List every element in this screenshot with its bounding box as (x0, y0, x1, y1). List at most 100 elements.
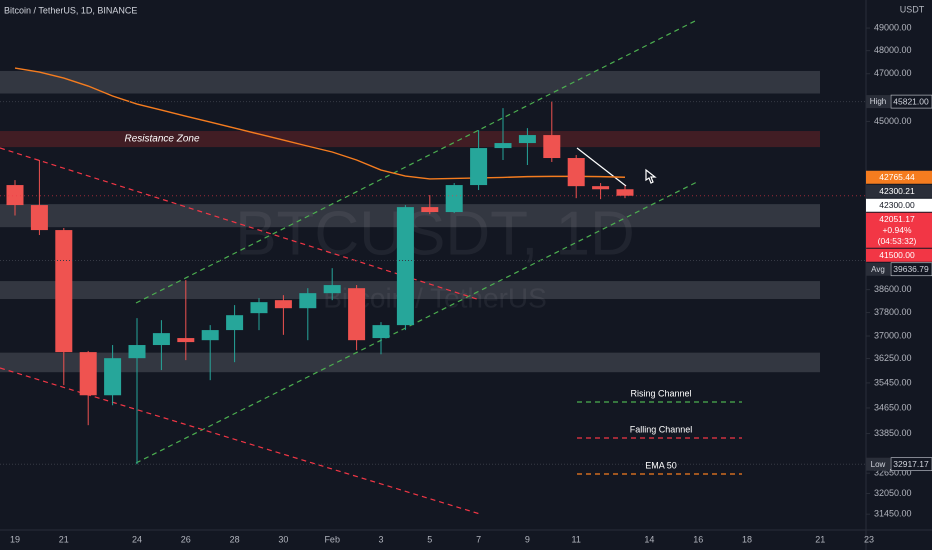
x-tick-label: 3 (378, 534, 383, 544)
x-tick-label: 7 (476, 534, 481, 544)
x-tick-label: 16 (693, 534, 703, 544)
price-badge-label: 32917.17 (893, 459, 929, 469)
price-badge-label: 42765.44 (879, 172, 915, 182)
x-tick-label: 9 (525, 534, 530, 544)
y-tick-label: 32050.00 (874, 488, 912, 498)
candle-body (494, 143, 512, 149)
candle-body (250, 302, 268, 314)
x-tick-label: 18 (742, 534, 752, 544)
y-tick-label: 32650.00 (874, 468, 912, 478)
x-tick-label: 5 (427, 534, 432, 544)
cursor-icon (645, 168, 657, 184)
y-tick-label: 48000.00 (874, 45, 912, 55)
badge-tag-label: High (870, 97, 886, 106)
candle-body (177, 338, 195, 343)
candle-body (274, 300, 292, 309)
axis-unit: USDT (900, 4, 925, 14)
candle-body (396, 207, 414, 326)
price-badge (890, 94, 932, 109)
candle-body (323, 285, 341, 294)
badge-tag-label: Avg (871, 265, 885, 274)
x-tick-label: 11 (572, 534, 581, 544)
candle-body (104, 358, 122, 396)
ema-line (14, 67, 626, 180)
x-tick-label: Feb (324, 534, 340, 544)
candle-body (445, 185, 463, 213)
rising-channel-upper (135, 19, 698, 304)
price-badge (866, 248, 932, 262)
price-badge (866, 198, 932, 212)
candle-body (201, 330, 219, 341)
candle-body (128, 345, 146, 359)
falling-channel-upper (0, 147, 481, 301)
price-badge-label: 42051.17 (879, 214, 915, 224)
y-tick-label: 38600.00 (874, 284, 912, 294)
x-tick-label: 30 (278, 534, 288, 544)
candle-body (55, 230, 73, 353)
zone (0, 70, 820, 94)
candle-body (6, 185, 24, 206)
price-badge-label: 42300.00 (879, 200, 915, 210)
candle-body (543, 135, 561, 159)
price-badge-label: 41500.00 (879, 250, 915, 260)
y-tick-label: 37000.00 (874, 330, 912, 340)
badge-tag (866, 457, 890, 471)
candle-body (372, 325, 390, 339)
rising-channel-lower (135, 181, 698, 464)
chart-title: Bitcoin / TetherUS, 1D, BINANCE (4, 5, 137, 15)
axes: 49000.0048000.0047000.0045000.0040200.00… (10, 22, 912, 544)
x-tick-label: 23 (864, 534, 874, 544)
candle-body (592, 186, 610, 190)
y-tick-label: 33850.00 (874, 428, 912, 438)
candle-body (79, 352, 97, 396)
candle-body (299, 293, 317, 309)
legend-label: EMA 50 (645, 460, 677, 470)
y-tick-label: 34650.00 (874, 402, 912, 412)
candle-body (616, 189, 634, 196)
candle-body (518, 135, 536, 144)
y-tick-label: 45000.00 (874, 116, 912, 126)
y-tick-label: 31450.00 (874, 509, 912, 519)
candle-body (226, 315, 244, 331)
candle-body (470, 148, 488, 186)
price-badge (890, 457, 932, 472)
y-tick-label: 36250.00 (874, 353, 912, 363)
trend-line (576, 147, 627, 187)
y-tick-label: 37800.00 (874, 307, 912, 317)
legend: Rising Channel Falling Channel EMA 50 (577, 388, 742, 475)
price-badge-label: 39636.79 (893, 264, 929, 274)
zone (0, 352, 820, 373)
legend-label: Falling Channel (630, 424, 693, 434)
badge-tag (866, 262, 890, 276)
candle-body (421, 207, 439, 213)
y-tick-label: 47000.00 (874, 68, 912, 78)
badge-tag (866, 95, 890, 109)
x-tick-label: 19 (10, 534, 20, 544)
zone-label: Resistance Zone (124, 134, 199, 145)
candle-body (30, 205, 48, 231)
x-tick-label: 24 (132, 534, 142, 544)
legend-label: Rising Channel (630, 388, 691, 398)
price-badge (890, 262, 932, 277)
price-labels: High 45821.00 42765.44 42300.21 42300.00 4205… (0, 94, 932, 472)
zone (0, 131, 820, 148)
x-tick-label: 21 (815, 534, 825, 544)
badge-tag-label: Low (871, 460, 886, 469)
price-badge (866, 170, 932, 184)
price-badge-label: 45821.00 (893, 96, 929, 106)
price-badge (866, 184, 932, 198)
series (0, 67, 866, 465)
x-tick-label: 21 (59, 534, 69, 544)
price-badge-label: 42300.21 (879, 186, 915, 196)
candle-body (567, 158, 585, 187)
price-countdown: (04:53:32) (878, 236, 917, 246)
candle-body (152, 333, 170, 346)
x-tick-label: 14 (644, 534, 654, 544)
price-badge (866, 212, 932, 248)
candle-body (348, 288, 366, 341)
x-tick-label: 26 (181, 534, 191, 544)
y-tick-label: 35450.00 (874, 377, 912, 387)
y-tick-label: 49000.00 (874, 22, 912, 32)
price-change: +0.94% (882, 225, 912, 235)
